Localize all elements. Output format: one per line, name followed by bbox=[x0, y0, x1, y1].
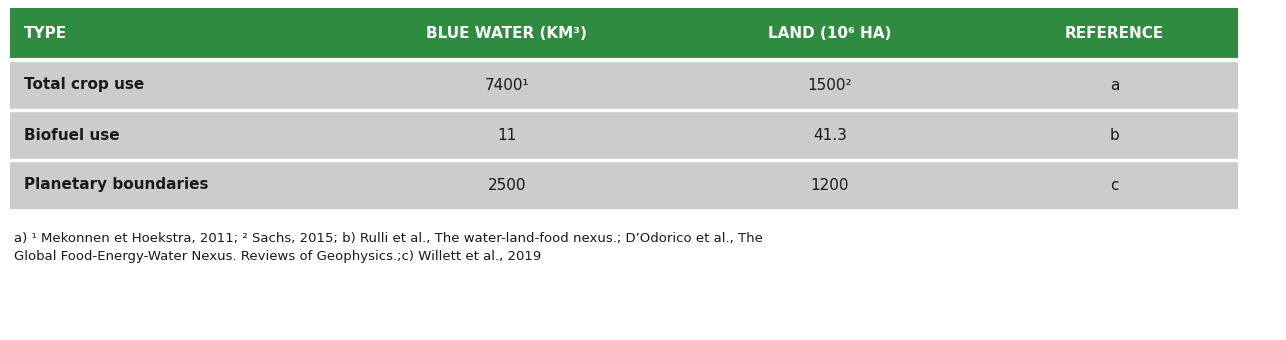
Text: 11: 11 bbox=[498, 128, 517, 142]
Text: Biofuel use: Biofuel use bbox=[24, 128, 120, 142]
Text: REFERENCE: REFERENCE bbox=[1065, 27, 1164, 41]
Bar bbox=[346, 110, 669, 160]
Text: 1200: 1200 bbox=[810, 177, 849, 192]
Text: BLUE WATER (KM³): BLUE WATER (KM³) bbox=[427, 27, 588, 41]
Bar bbox=[669, 60, 992, 110]
Text: 41.3: 41.3 bbox=[813, 128, 846, 142]
Text: Total crop use: Total crop use bbox=[24, 78, 144, 92]
Bar bbox=[669, 160, 992, 210]
Text: 1500²: 1500² bbox=[808, 78, 853, 92]
Bar bbox=[669, 8, 992, 60]
Bar bbox=[992, 8, 1238, 60]
Text: a) ¹ Mekonnen et Hoekstra, 2011; ² Sachs, 2015; b) Rulli et al., The water-land-: a) ¹ Mekonnen et Hoekstra, 2011; ² Sachs… bbox=[14, 232, 763, 245]
Bar bbox=[10, 110, 346, 160]
Text: b: b bbox=[1110, 128, 1119, 142]
Bar bbox=[992, 60, 1238, 110]
Bar bbox=[10, 160, 346, 210]
Text: c: c bbox=[1110, 177, 1119, 192]
Bar bbox=[992, 160, 1238, 210]
Text: Planetary boundaries: Planetary boundaries bbox=[24, 177, 208, 192]
Text: Global Food-Energy-Water Nexus. Reviews of Geophysics.;c) Willett et al., 2019: Global Food-Energy-Water Nexus. Reviews … bbox=[14, 250, 541, 263]
Text: a: a bbox=[1110, 78, 1119, 92]
Bar bbox=[669, 110, 992, 160]
Text: 7400¹: 7400¹ bbox=[485, 78, 530, 92]
Bar bbox=[346, 60, 669, 110]
Bar bbox=[10, 60, 346, 110]
Text: TYPE: TYPE bbox=[24, 27, 67, 41]
Bar bbox=[346, 160, 669, 210]
Text: LAND (10⁶ HA): LAND (10⁶ HA) bbox=[768, 27, 891, 41]
Text: 2500: 2500 bbox=[487, 177, 526, 192]
Bar bbox=[346, 8, 669, 60]
Bar bbox=[10, 8, 346, 60]
Bar bbox=[992, 110, 1238, 160]
